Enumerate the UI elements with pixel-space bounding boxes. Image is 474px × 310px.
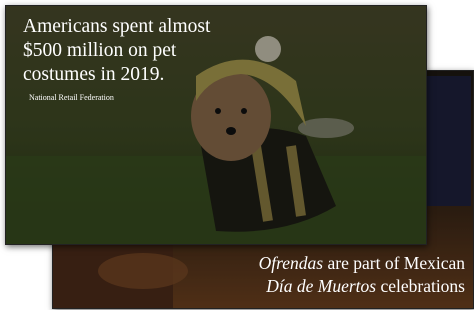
source: National Retail Federation [29, 93, 114, 102]
caption-line: Día de Muertos celebrations [259, 275, 465, 298]
caption-text: are part of Mexican [323, 253, 465, 273]
caption-text: Ofrendas [259, 253, 324, 273]
caption-line: Ofrendas are part of Mexican [259, 252, 465, 275]
page: {"back_card": {"caption": [[{"text": "Of… [0, 0, 474, 310]
title-line: costumes in 2019. [23, 63, 210, 87]
caption-text: Día de Muertos [266, 276, 376, 296]
caption-text: celebrations [376, 276, 465, 296]
title: Americans spent almost $500 million on p… [23, 15, 210, 87]
title-line: $500 million on pet [23, 39, 210, 63]
front-card[interactable]: Americans spent almost $500 million on p… [5, 5, 427, 245]
caption: Ofrendas are part of Mexican Día de Muer… [259, 252, 465, 298]
title-line: Americans spent almost [23, 15, 210, 39]
